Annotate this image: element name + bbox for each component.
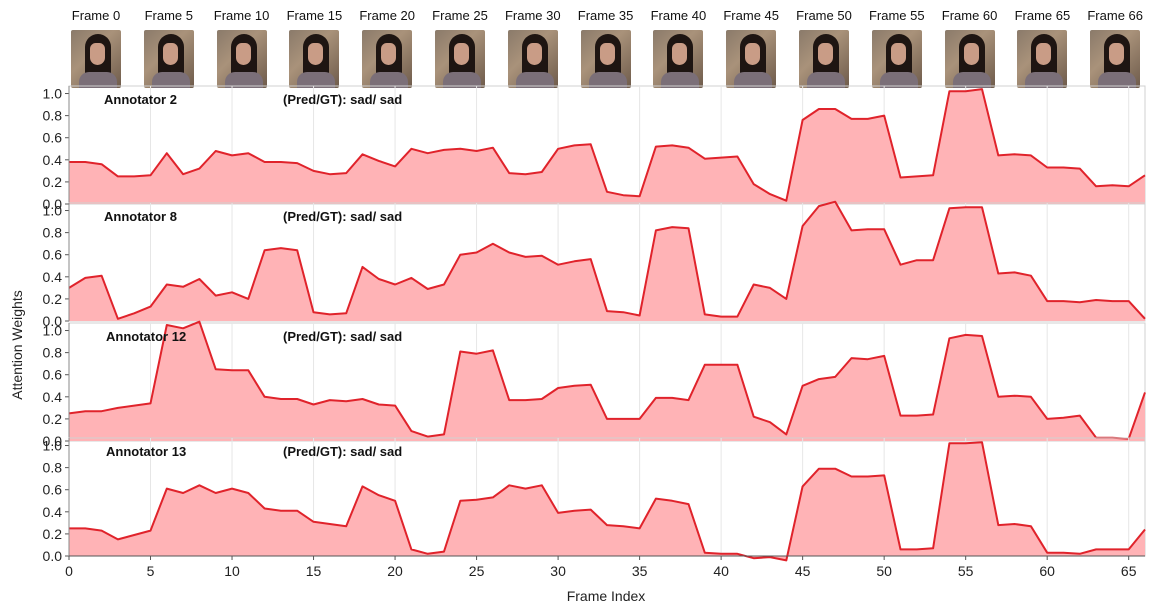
prediction-annotation: (Pred/GT): sad/ sad [283,444,402,459]
y-tick-label: 0.4 [43,152,63,168]
series-area [69,442,1145,561]
x-tick-label: 50 [876,563,892,579]
frame-label: Frame 40 [650,8,707,23]
frame-label: Frame 45 [723,8,779,23]
frame-label: Frame 30 [504,8,561,23]
x-tick-label: 45 [795,563,811,579]
frame-label: Frame 65 [1014,8,1071,23]
x-tick-label: 30 [550,563,566,579]
frame-label: Frame 5 [144,8,193,23]
frame-thumbnail [143,30,194,88]
panel-2: 0.0 0.2 0.4 0.6 0.8 1.0 Annotator 8 (Pred/GT): … [43,200,1146,329]
frame-thumbnail [944,30,995,88]
frame-thumbnail [362,30,413,88]
x-tick-label: 5 [147,563,155,579]
frame-label: Frame 55 [868,8,925,23]
x-axis-title: Frame Index [567,588,646,604]
frame-thumbnail [871,30,922,88]
y-axis-title: Attention Weights [9,290,25,399]
y-tick-label: 1.0 [43,203,63,219]
frame-thumbnail [1090,30,1141,88]
y-tick-label: 0.0 [43,433,63,449]
series-line [69,441,1146,562]
x-tick-label: 65 [1121,563,1137,579]
x-tick-label: 15 [306,563,322,579]
frame-label: Frame 66 [1087,8,1143,23]
prediction-annotation: (Pred/GT): sad/ sad [283,329,402,344]
frame-thumbnail [799,30,849,88]
series-line [68,320,1146,440]
frame-thumbnail [580,30,631,88]
frame-label: Frame 0 [71,8,121,23]
y-tick-label: 0.2 [43,174,63,190]
series-line [68,200,1146,320]
x-tick-label: 40 [713,563,729,579]
series-area [69,201,1145,321]
panel-1: 0.0 0.2 0.4 0.6 0.8 1.0 Annotator 2 (Pred/GT): … [43,85,1146,212]
frame-label: Frame 15 [286,8,343,23]
frame-thumbnail [435,30,485,88]
y-tick-label: 1.0 [43,86,63,102]
frame-thumbnail [726,30,777,88]
x-tick-label: 60 [1039,563,1055,579]
series-area [69,89,1145,204]
y-tick-label: 0.8 [43,108,63,124]
series-line [69,88,1146,202]
x-tick-label: 10 [224,563,240,579]
frame-thumbnail [216,30,267,88]
x-tick-label: 55 [958,563,974,579]
frame-label: Frame 25 [432,8,488,23]
frame-label: Frame 20 [359,8,415,23]
series-name-label: Annotator 13 [106,444,186,459]
x-tick-label: 0 [65,563,73,579]
prediction-annotation: (Pred/GT): sad/ sad [283,209,402,224]
y-tick-label: 0.4 [43,504,63,520]
y-tick-label: 0.4 [43,269,63,285]
y-tick-label: 1.0 [43,323,63,339]
series-area [69,321,1145,441]
prediction-annotation: (Pred/GT): sad/ sad [283,92,402,107]
panel-4: 0.0 0.2 0.4 0.6 0.8 1.0 Annotator 13 (Pred/GT):… [43,437,1146,564]
y-tick-label: 0.2 [43,291,63,307]
y-tick-label: 0.4 [43,389,63,405]
y-tick-label: 0.6 [43,367,63,383]
y-tick-label: 0.0 [43,313,63,329]
series-name-label: Annotator 2 [104,92,177,107]
frame-thumbnail [289,30,340,88]
frame-label: Frame 50 [796,8,852,23]
panel-3: 0.0 0.2 0.4 0.6 0.8 1.0 Annotator 12 (Pred/GT):… [43,320,1146,449]
series-name-label: Annotator 12 [106,329,186,344]
series-name-label: Annotator 8 [104,209,177,224]
x-tick-label: 35 [632,563,648,579]
frame-label: Frame 60 [941,8,998,23]
y-tick-label: 0.8 [43,460,63,476]
frame-label: Frame 10 [213,8,270,23]
y-tick-label: 0.6 [43,130,63,146]
frame-thumbnail [1017,30,1068,88]
y-tick-label: 0.0 [43,548,63,564]
y-tick-label: 1.0 [43,438,63,454]
frame-thumbnail [71,30,121,88]
y-tick-label: 0.6 [43,482,63,498]
x-tick-label: 20 [387,563,403,579]
y-tick-label: 0.2 [43,526,63,542]
y-tick-label: 0.0 [43,196,63,212]
frame-label: Frame 35 [577,8,634,23]
y-tick-label: 0.6 [43,247,63,263]
frame-thumbnail [507,30,558,88]
x-tick-label: 25 [469,563,485,579]
y-tick-label: 0.8 [43,345,63,361]
y-tick-label: 0.8 [43,225,63,241]
frame-thumbnail [653,30,704,88]
y-tick-label: 0.2 [43,411,63,427]
